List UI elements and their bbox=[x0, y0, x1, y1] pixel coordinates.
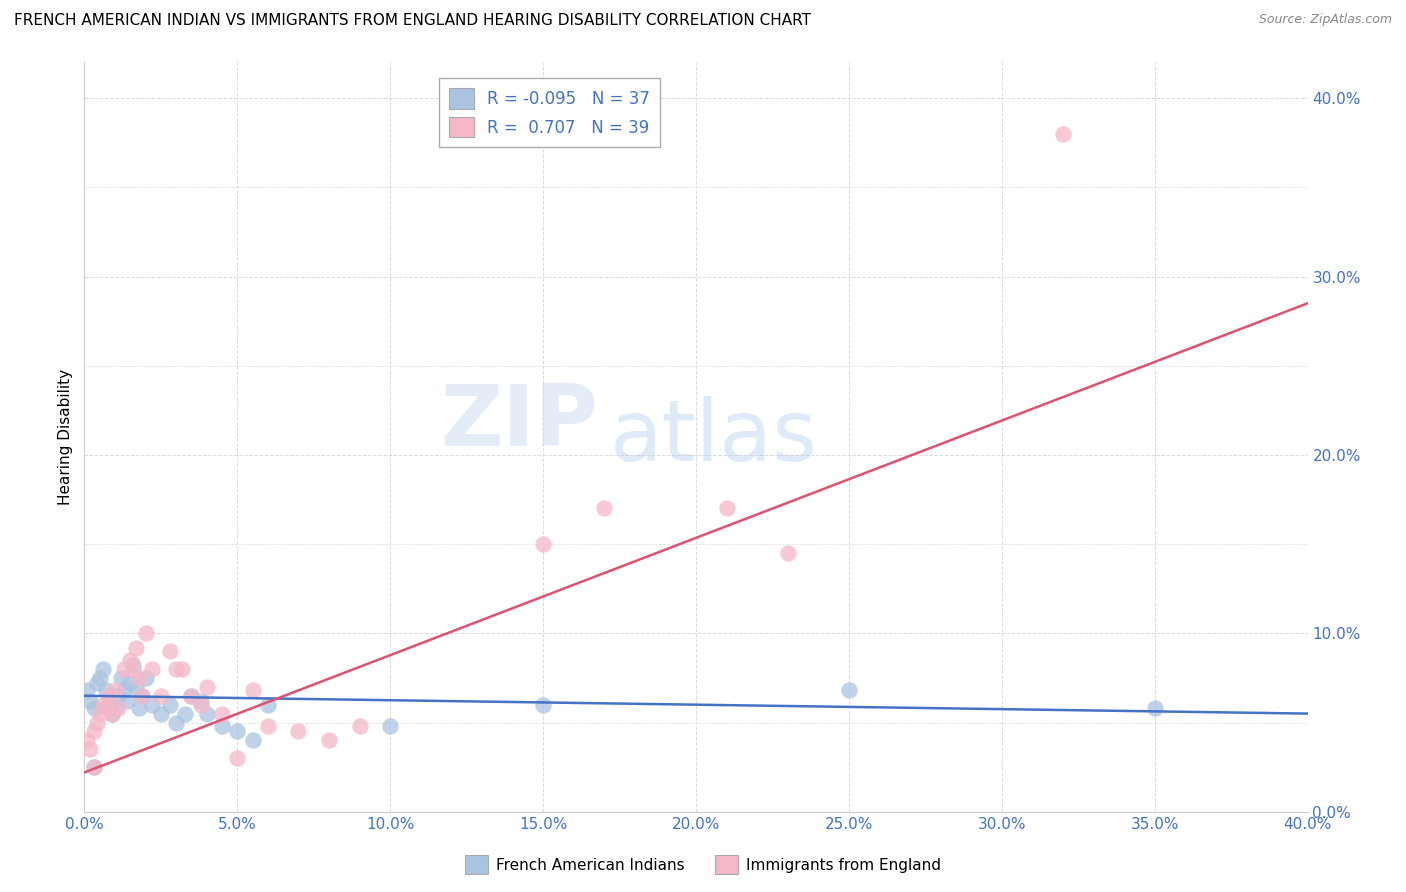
Point bbox=[112, 683, 135, 698]
Point bbox=[76, 733, 98, 747]
Point bbox=[76, 683, 98, 698]
Point bbox=[97, 689, 120, 703]
Point bbox=[211, 706, 233, 721]
Point bbox=[107, 689, 129, 703]
Point bbox=[104, 683, 127, 698]
Point bbox=[86, 715, 108, 730]
Point bbox=[174, 706, 197, 721]
Point bbox=[86, 676, 108, 690]
Point bbox=[716, 501, 738, 516]
Point bbox=[125, 640, 148, 655]
Point bbox=[776, 546, 799, 560]
Point bbox=[165, 662, 187, 676]
Point bbox=[159, 698, 181, 712]
Point bbox=[141, 662, 163, 676]
Text: ZIP: ZIP bbox=[440, 381, 598, 464]
Point bbox=[159, 644, 181, 658]
Y-axis label: Hearing Disability: Hearing Disability bbox=[58, 369, 73, 505]
Point bbox=[349, 719, 371, 733]
Point bbox=[1143, 701, 1166, 715]
Point bbox=[91, 662, 114, 676]
Point bbox=[195, 680, 218, 694]
Point bbox=[115, 694, 138, 708]
Legend: R = -0.095   N = 37, R =  0.707   N = 39: R = -0.095 N = 37, R = 0.707 N = 39 bbox=[439, 78, 659, 147]
Point bbox=[318, 733, 340, 747]
Point bbox=[593, 501, 616, 516]
Point bbox=[91, 698, 114, 712]
Point bbox=[97, 698, 120, 712]
Point bbox=[112, 662, 135, 676]
Point bbox=[128, 701, 150, 715]
Point bbox=[149, 706, 172, 721]
Point bbox=[131, 689, 153, 703]
Point bbox=[94, 701, 117, 715]
Point bbox=[83, 760, 105, 774]
Point bbox=[125, 680, 148, 694]
Point bbox=[135, 626, 157, 640]
Point bbox=[120, 676, 142, 690]
Text: atlas: atlas bbox=[610, 395, 818, 479]
Point bbox=[531, 537, 554, 551]
Point bbox=[128, 671, 150, 685]
Point bbox=[149, 689, 172, 703]
Point bbox=[1052, 127, 1074, 141]
Point bbox=[120, 653, 142, 667]
Point bbox=[180, 689, 202, 703]
Point bbox=[104, 701, 127, 715]
Point bbox=[242, 683, 264, 698]
Point bbox=[380, 719, 402, 733]
Point bbox=[195, 706, 218, 721]
Point bbox=[110, 671, 132, 685]
Point bbox=[190, 694, 212, 708]
Point bbox=[89, 706, 111, 721]
Point bbox=[94, 683, 117, 698]
Point bbox=[83, 724, 105, 739]
Point bbox=[172, 662, 194, 676]
Point bbox=[79, 694, 101, 708]
Point bbox=[83, 701, 105, 715]
Point bbox=[122, 658, 145, 673]
Point bbox=[101, 706, 124, 721]
Point bbox=[226, 724, 249, 739]
Point bbox=[257, 698, 280, 712]
Point bbox=[838, 683, 860, 698]
Point bbox=[257, 719, 280, 733]
Point bbox=[242, 733, 264, 747]
Legend: French American Indians, Immigrants from England: French American Indians, Immigrants from… bbox=[460, 849, 946, 880]
Point bbox=[135, 671, 157, 685]
Point bbox=[211, 719, 233, 733]
Point bbox=[141, 698, 163, 712]
Point bbox=[101, 706, 124, 721]
Text: FRENCH AMERICAN INDIAN VS IMMIGRANTS FROM ENGLAND HEARING DISABILITY CORRELATION: FRENCH AMERICAN INDIAN VS IMMIGRANTS FRO… bbox=[14, 13, 811, 29]
Point bbox=[89, 671, 111, 685]
Point bbox=[131, 689, 153, 703]
Point bbox=[83, 760, 105, 774]
Text: Source: ZipAtlas.com: Source: ZipAtlas.com bbox=[1258, 13, 1392, 27]
Point bbox=[107, 701, 129, 715]
Point bbox=[531, 698, 554, 712]
Point bbox=[180, 689, 202, 703]
Point bbox=[287, 724, 309, 739]
Point bbox=[190, 698, 212, 712]
Point bbox=[122, 662, 145, 676]
Point bbox=[165, 715, 187, 730]
Point bbox=[226, 751, 249, 765]
Point bbox=[79, 742, 101, 756]
